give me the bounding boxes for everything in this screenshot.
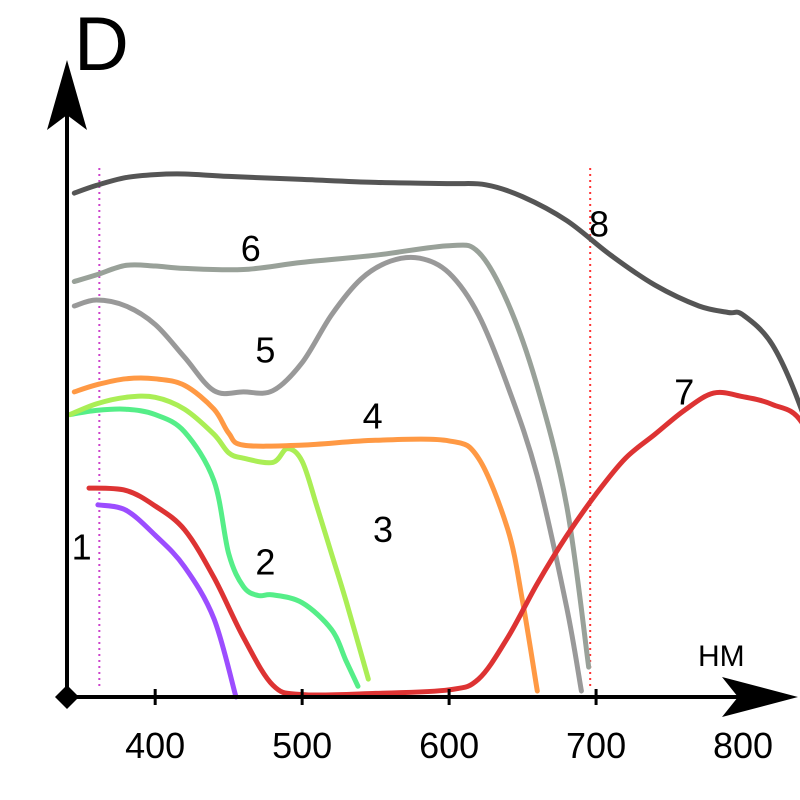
x-tick-label-500: 500 — [272, 725, 332, 766]
curve-label-5: 5 — [255, 330, 275, 371]
x-ticks: 400 500 600 700 800 — [125, 689, 773, 766]
x-tick-label-800: 800 — [713, 725, 773, 766]
curve-7 — [86, 389, 800, 698]
curve-label-8: 8 — [589, 204, 609, 245]
y-axis-title: D — [74, 2, 129, 87]
curve-4 — [71, 375, 540, 694]
curve-6 — [71, 242, 592, 670]
curve-label-4: 4 — [363, 395, 383, 436]
origin-marker — [55, 685, 79, 709]
curve-label-2: 2 — [255, 542, 275, 583]
curve-1 — [95, 502, 239, 700]
curve-group — [67, 171, 800, 700]
reference-lines — [98, 168, 592, 690]
axes: D НМ — [47, 2, 798, 717]
curve-label-3: 3 — [373, 509, 393, 550]
x-tick-label-400: 400 — [125, 725, 185, 766]
y-axis-arrowhead — [47, 60, 87, 130]
curve-2 — [67, 406, 361, 689]
x-axis-unit: НМ — [698, 640, 745, 673]
curve-label-1: 1 — [72, 527, 92, 568]
curve-label-7: 7 — [674, 371, 694, 412]
curve-3 — [67, 393, 371, 682]
curve-5 — [71, 254, 584, 694]
x-tick-label-700: 700 — [566, 725, 626, 766]
curve-labels: 1 2 3 4 5 6 7 8 — [72, 204, 695, 583]
curve-label-6: 6 — [241, 228, 261, 269]
curve-8 — [71, 171, 800, 413]
x-axis-arrowhead — [722, 677, 798, 717]
x-tick-label-600: 600 — [419, 725, 479, 766]
